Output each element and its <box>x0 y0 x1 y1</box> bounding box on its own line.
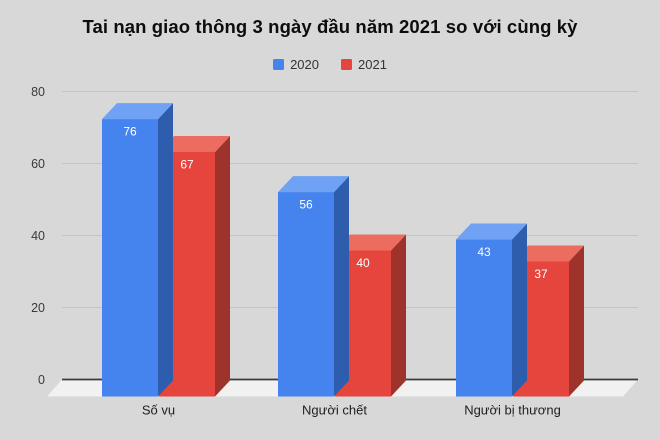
legend: 2020 2021 <box>0 57 660 72</box>
legend-swatch-2021-icon <box>341 59 352 70</box>
bar-value-label-2020-2: 43 <box>477 245 491 259</box>
legend-swatch-2020-icon <box>273 59 285 70</box>
bar-2020-2-front <box>456 239 512 397</box>
bar-2021-0-top <box>159 135 230 152</box>
bar-2021-1-top <box>335 234 406 251</box>
bar-2021-2-top <box>513 245 584 262</box>
y-axis-label-80: 80 <box>31 85 45 99</box>
bar-2021-2-side <box>569 245 584 397</box>
category-label-2: Người bị thương <box>464 403 561 418</box>
legend-item-2020: 2020 <box>273 57 319 72</box>
bar-value-label-2020-0: 76 <box>123 125 137 139</box>
bar-2021-1-side <box>391 234 406 397</box>
legend-label-2021: 2021 <box>358 57 387 72</box>
bar-2020-0-top <box>102 103 173 120</box>
bar-2020-0-front <box>102 119 158 397</box>
bar-2020-1-front <box>278 192 334 397</box>
bar-2020-2-top <box>456 223 527 240</box>
chart-title: Tai nạn giao thông 3 ngày đầu năm 2021 s… <box>82 16 578 37</box>
bar-2020-1-top <box>278 176 349 193</box>
y-axis-label-60: 60 <box>31 157 45 171</box>
legend-label-2020: 2020 <box>290 57 319 72</box>
bar-2020-0-side <box>158 103 173 397</box>
legend-item-2021: 2021 <box>341 57 387 72</box>
bar-value-label-2021-2: 37 <box>534 267 548 281</box>
bar-value-label-2020-1: 56 <box>299 198 313 212</box>
bar-2020-1-side <box>334 176 349 397</box>
bar-value-label-2021-1: 40 <box>356 256 370 270</box>
bar-value-label-2021-0: 67 <box>180 157 194 171</box>
y-axis-label-20: 20 <box>31 301 45 315</box>
y-axis-label-0: 0 <box>38 373 45 387</box>
bar-2020-2-side <box>512 223 527 397</box>
y-axis-label-40: 40 <box>31 229 45 243</box>
category-label-1: Người chết <box>302 403 367 418</box>
bar-2021-0-side <box>215 135 230 397</box>
category-label-0: Số vụ <box>142 403 175 418</box>
